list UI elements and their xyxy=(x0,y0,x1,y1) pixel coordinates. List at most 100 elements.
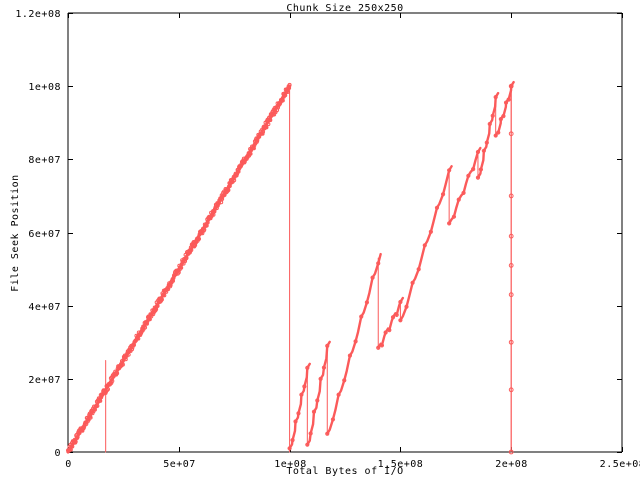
data-point-marker xyxy=(115,371,120,376)
data-point-marker xyxy=(359,314,364,319)
data-point-marker xyxy=(471,167,476,172)
data-point-marker xyxy=(496,130,501,135)
data-point-marker xyxy=(387,328,392,333)
data-point-marker xyxy=(394,312,399,317)
data-point-marker xyxy=(305,442,310,447)
data-point-marker xyxy=(264,125,269,130)
series-segment xyxy=(326,252,382,435)
data-point-marker xyxy=(336,392,341,397)
data-point-marker xyxy=(143,325,148,330)
data-point-marker xyxy=(70,444,75,449)
data-point-marker xyxy=(110,379,115,384)
data-point-marker xyxy=(179,265,184,270)
data-point-marker xyxy=(342,378,347,383)
data-point-marker xyxy=(197,236,202,241)
data-point-marker xyxy=(202,227,207,232)
y-tick-label: 2e+07 xyxy=(28,375,61,386)
data-point-marker xyxy=(456,197,461,202)
data-point-marker xyxy=(276,105,281,110)
data-point-marker xyxy=(280,98,285,103)
data-point-marker xyxy=(484,140,489,145)
data-point-marker xyxy=(149,314,154,319)
data-point-marker xyxy=(173,272,178,277)
data-point-marker xyxy=(88,415,93,420)
data-point-marker xyxy=(376,345,381,350)
data-point-marker xyxy=(315,398,320,403)
x-axis-label: Total Bytes of I/O xyxy=(286,466,403,477)
data-point-marker xyxy=(487,121,492,127)
data-point-marker xyxy=(404,304,409,309)
data-point-marker xyxy=(311,409,317,414)
data-point-marker xyxy=(318,376,323,381)
data-point-marker xyxy=(86,417,91,422)
data-point-marker xyxy=(506,97,511,102)
data-point-marker xyxy=(123,357,128,362)
data-point-marker xyxy=(302,384,307,389)
data-point-marker xyxy=(283,93,288,98)
data-point-marker xyxy=(451,214,457,219)
data-point-marker xyxy=(82,424,87,429)
y-tick-label: 1e+08 xyxy=(28,82,61,93)
data-point-marker xyxy=(508,339,514,345)
data-point-marker xyxy=(205,220,210,225)
data-point-marker xyxy=(189,248,194,252)
data-point-marker xyxy=(353,339,358,344)
data-point-marker xyxy=(508,263,514,268)
data-point-marker xyxy=(475,149,481,155)
data-point-marker xyxy=(105,387,110,392)
x-tick-label: 1.5e+08 xyxy=(378,459,424,470)
data-point-marker xyxy=(75,435,80,440)
data-point-marker xyxy=(508,449,514,455)
y-tick-label: 1.2e+08 xyxy=(15,9,61,20)
data-point-marker xyxy=(493,95,498,100)
data-point-marker xyxy=(290,438,295,443)
data-point-marker xyxy=(364,300,370,305)
data-point-marker xyxy=(376,261,381,266)
data-point-marker xyxy=(447,168,452,173)
x-tick-label: 2e+08 xyxy=(495,459,528,470)
data-point-marker xyxy=(154,307,159,312)
x-tick-label: 1e+08 xyxy=(274,459,307,470)
data-point-marker xyxy=(508,292,514,298)
data-point-marker xyxy=(236,169,241,174)
data-point-marker xyxy=(466,173,471,178)
data-point-marker xyxy=(162,293,167,298)
data-point-marker xyxy=(461,190,466,196)
y-axis-label: File Seek Position xyxy=(10,174,21,291)
x-tick-label: 2.5e+08 xyxy=(600,459,640,470)
data-point-marker xyxy=(475,175,481,180)
data-point-marker xyxy=(508,83,514,89)
data-point-marker xyxy=(130,347,135,352)
data-point-marker xyxy=(136,336,141,341)
y-tick-label: 4e+07 xyxy=(28,302,61,313)
y-tick-label: 6e+07 xyxy=(28,229,61,240)
data-point-marker xyxy=(390,315,396,320)
data-point-marker xyxy=(155,303,160,308)
data-point-marker xyxy=(508,193,514,199)
data-point-marker xyxy=(296,411,301,416)
x-tick-label: 0 xyxy=(65,459,72,470)
data-point-marker xyxy=(503,100,509,105)
data-point-marker xyxy=(184,256,189,261)
data-point-marker xyxy=(321,365,327,370)
data-point-marker xyxy=(268,118,273,123)
x-tick-label: 5e+07 xyxy=(163,459,196,470)
data-point-marker xyxy=(410,280,415,285)
data-point-marker xyxy=(493,133,498,138)
data-point-marker xyxy=(347,353,353,358)
data-point-marker xyxy=(428,229,433,234)
data-point-marker xyxy=(98,398,103,403)
data-point-marker xyxy=(498,116,503,122)
y-tick-label: 0 xyxy=(54,448,61,459)
data-point-marker xyxy=(166,287,171,292)
data-point-marker xyxy=(422,243,427,248)
data-point-marker xyxy=(147,317,152,322)
data-point-marker xyxy=(501,113,506,119)
data-point-marker xyxy=(285,90,290,95)
data-point-marker xyxy=(287,446,292,451)
data-point-marker xyxy=(447,221,452,226)
data-point-marker xyxy=(305,365,310,370)
data-point-marker xyxy=(126,352,131,357)
